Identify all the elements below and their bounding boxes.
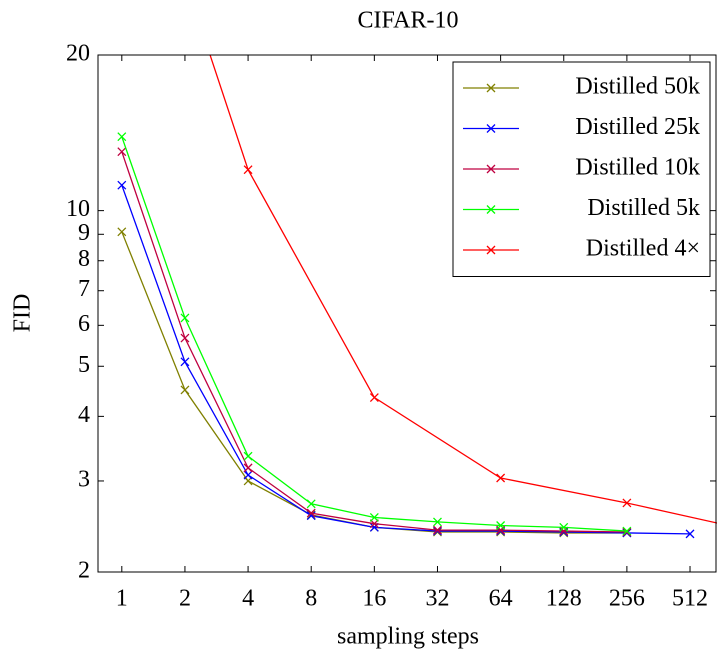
y-tick-label: 5: [78, 352, 90, 378]
x-tick-label: 64: [489, 586, 513, 612]
data-point: [369, 512, 379, 522]
series-line: [209, 55, 717, 524]
data-point: [117, 227, 127, 237]
data-point: [243, 463, 253, 473]
data-point: [369, 393, 379, 402]
x-tick-label: 4: [242, 586, 254, 612]
chart-title: CIFAR-10: [358, 8, 459, 34]
data-point: [369, 522, 379, 532]
data-point: [306, 508, 316, 518]
data-point: [433, 525, 442, 535]
x-axis-label: sampling steps: [337, 624, 479, 650]
data-point: [622, 527, 632, 537]
legend-label: Distilled 25k: [575, 114, 700, 140]
legend-label: Distilled 50k: [575, 74, 700, 100]
x-tick-label: 8: [305, 586, 317, 612]
y-tick-label: 8: [78, 246, 90, 272]
legend-marker: [486, 245, 496, 255]
x-tick-label: 16: [362, 586, 386, 612]
data-point: [243, 451, 253, 461]
data-point: [496, 527, 506, 537]
data-point: [559, 522, 569, 532]
legend-marker: [486, 83, 496, 93]
series-line: [121, 184, 691, 535]
y-axis-label: FID: [10, 294, 36, 333]
legend-marker: [486, 164, 496, 174]
y-tick-label: 9: [78, 220, 90, 246]
data-point: [117, 147, 127, 157]
legend-marker: [486, 124, 496, 133]
y-tick-label: 7: [78, 276, 90, 302]
y-tick-label: 10: [66, 196, 90, 222]
legend-label: Distilled 5k: [587, 195, 700, 221]
data-point: [622, 526, 632, 536]
y-tick-label: 4: [78, 402, 90, 428]
data-point: [306, 499, 316, 509]
data-point: [117, 132, 127, 142]
x-tick-label: 32: [425, 586, 449, 612]
data-point: [433, 526, 442, 536]
y-tick-label: 6: [78, 311, 90, 337]
plot-area: [117, 55, 717, 539]
y-tick-label: 3: [78, 466, 90, 492]
data-point: [180, 357, 190, 367]
data-point: [180, 313, 190, 323]
axes-frame: [97, 54, 717, 573]
x-tick-label: 2: [179, 586, 191, 612]
data-point: [243, 165, 253, 175]
data-point: [622, 498, 632, 508]
x-tick-label: 1: [116, 586, 128, 612]
x-tick-label: 512: [672, 586, 708, 612]
data-point: [685, 529, 695, 539]
x-tick-label: 128: [546, 586, 582, 612]
legend-label: Distilled 10k: [575, 155, 700, 181]
data-point: [559, 526, 569, 536]
legend-marker: [486, 205, 496, 214]
data-point: [180, 385, 190, 395]
data-point: [433, 517, 442, 527]
data-point: [496, 473, 506, 483]
data-point: [180, 333, 190, 343]
y-tick-label: 2: [78, 558, 90, 584]
x-tick-label: 256: [609, 586, 645, 612]
data-point: [243, 470, 253, 480]
data-point: [117, 180, 127, 190]
legend-label: Distilled 4×: [586, 236, 700, 262]
data-point: [496, 521, 506, 530]
y-tick-label: 20: [66, 41, 90, 67]
